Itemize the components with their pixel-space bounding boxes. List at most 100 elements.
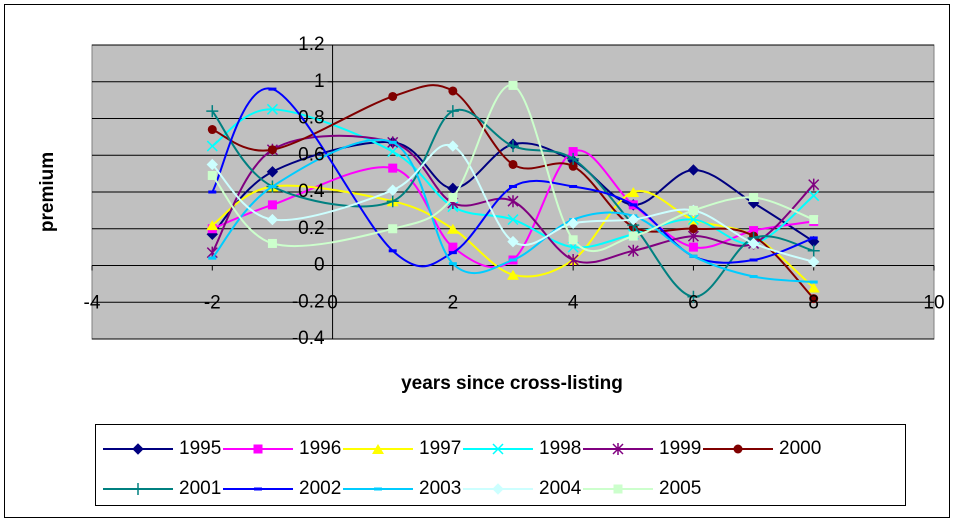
x-tick-label: -2 <box>204 293 221 314</box>
marker <box>509 258 517 262</box>
marker <box>809 236 818 240</box>
marker <box>688 242 698 252</box>
marker <box>687 164 700 176</box>
marker <box>266 213 279 226</box>
x-tick-label: 8 <box>808 293 819 314</box>
marker <box>387 146 399 158</box>
legend-label: 1997 <box>419 438 461 459</box>
marker <box>507 269 519 280</box>
marker <box>267 200 277 210</box>
marker <box>747 237 760 250</box>
marker <box>388 163 398 173</box>
y-tick-label: 0.4 <box>298 181 325 202</box>
series-line <box>211 84 815 300</box>
marker <box>207 125 217 135</box>
marker <box>808 190 820 202</box>
marker <box>507 235 519 248</box>
marker <box>807 282 820 293</box>
marker <box>629 203 638 207</box>
marker <box>253 444 263 454</box>
y-tick-label: 1.2 <box>298 34 324 55</box>
marker <box>613 484 623 494</box>
marker <box>132 443 144 455</box>
marker <box>254 487 262 491</box>
legend-label: 2003 <box>419 478 461 499</box>
series-line <box>211 108 815 249</box>
x-tick-label: 10 <box>923 293 944 314</box>
marker <box>507 195 519 208</box>
series-line <box>211 141 815 243</box>
marker <box>627 213 639 226</box>
marker <box>447 140 459 152</box>
legend-label: 2005 <box>659 478 701 499</box>
marker <box>448 193 458 203</box>
marker <box>508 80 518 90</box>
marker <box>266 166 279 178</box>
x-tick-label: 2 <box>448 293 459 314</box>
marker <box>206 140 218 152</box>
legend-label: 1996 <box>299 438 341 459</box>
legend-label: 1999 <box>659 438 701 459</box>
marker <box>267 238 277 248</box>
marker <box>569 184 578 188</box>
series-line <box>211 134 815 264</box>
legend-label: 2004 <box>539 478 582 499</box>
marker <box>388 140 397 144</box>
marker <box>628 231 638 241</box>
marker <box>386 195 399 208</box>
marker <box>733 444 743 454</box>
marker <box>206 158 218 171</box>
lines <box>206 80 820 304</box>
y-axis-title: premium <box>37 152 58 232</box>
x-tick-label: 6 <box>688 293 699 314</box>
marker <box>132 483 144 495</box>
y-tick-label: -0.2 <box>292 291 325 312</box>
marker <box>387 184 399 196</box>
marker <box>627 187 640 197</box>
marker <box>612 443 624 455</box>
legend-label: 2002 <box>299 478 341 499</box>
marker <box>509 184 517 188</box>
y-tick-label: 0 <box>314 255 325 276</box>
marker <box>492 483 504 495</box>
marker <box>749 193 759 203</box>
marker <box>448 262 457 266</box>
y-tick-label: 0.6 <box>298 144 324 165</box>
x-tick-label: -4 <box>84 293 101 314</box>
marker <box>507 214 519 226</box>
marker <box>374 487 382 491</box>
marker <box>808 178 820 191</box>
marker <box>687 290 700 303</box>
marker <box>568 161 578 171</box>
legend-label: 2001 <box>179 478 221 499</box>
marker <box>568 235 578 245</box>
marker <box>507 140 519 153</box>
marker <box>208 190 217 194</box>
x-tick-label: 0 <box>327 293 338 314</box>
marker <box>749 258 758 262</box>
marker <box>388 224 398 234</box>
marker <box>567 152 580 165</box>
marker <box>688 205 698 215</box>
y-tick-label: 1 <box>314 71 325 92</box>
legend-label: 1995 <box>179 438 221 459</box>
marker <box>627 244 639 257</box>
marker <box>372 444 384 454</box>
y-tick-label: 0.8 <box>298 108 324 129</box>
legend-label: 2000 <box>779 438 821 459</box>
marker <box>448 86 458 96</box>
marker <box>492 443 504 455</box>
series-line <box>211 149 814 269</box>
series-line <box>211 84 815 252</box>
marker <box>809 280 818 284</box>
marker <box>567 217 579 229</box>
x-tick-label: 4 <box>568 293 579 314</box>
marker <box>206 105 219 118</box>
marker <box>388 249 397 253</box>
marker <box>268 87 277 91</box>
marker <box>206 220 219 231</box>
x-axis-title: years since cross-listing <box>401 373 623 394</box>
marker <box>508 159 518 169</box>
y-tick-label: -0.4 <box>292 328 325 349</box>
